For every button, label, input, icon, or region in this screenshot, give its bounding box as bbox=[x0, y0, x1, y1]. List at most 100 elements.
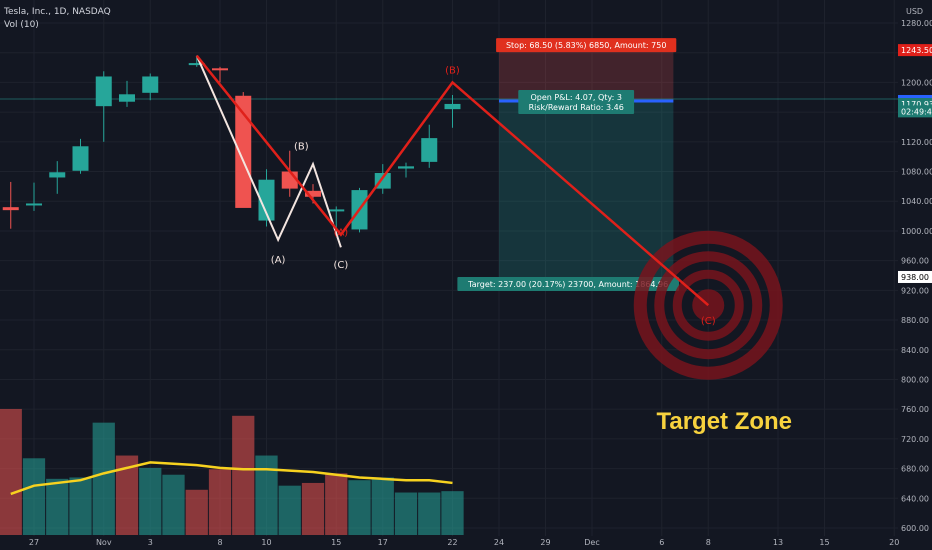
price-tick-label: 640.00 bbox=[901, 494, 929, 503]
candle-body[interactable] bbox=[328, 209, 345, 212]
target-label-text: Target: 237.00 (20.17%) 23700, Amount: 1… bbox=[467, 280, 668, 289]
candle-body[interactable] bbox=[72, 146, 89, 171]
white-wave-line[interactable] bbox=[195, 55, 342, 248]
volume-bars bbox=[0, 408, 464, 535]
price-label-text: 1243.50 bbox=[901, 46, 932, 55]
volume-bar bbox=[278, 485, 301, 535]
volume-ma bbox=[10, 461, 453, 496]
candle-body[interactable] bbox=[142, 76, 159, 93]
volume-bar bbox=[301, 482, 325, 535]
candle-body[interactable] bbox=[119, 94, 135, 102]
red-wave-line[interactable] bbox=[195, 54, 710, 307]
time-tick-label: 27 bbox=[29, 538, 39, 547]
target-ring bbox=[654, 251, 763, 360]
position-tool[interactable]: Stop: 68.50 (5.83%) 6850, Amount: 750 Ope… bbox=[0, 38, 898, 291]
volume-bar bbox=[348, 480, 371, 535]
candle-body[interactable] bbox=[258, 179, 275, 221]
time-tick-label: 13 bbox=[773, 538, 783, 547]
pnl-label-text: Risk/Reward Ratio: 3.46 bbox=[529, 103, 624, 112]
candle-body[interactable] bbox=[95, 76, 112, 107]
price-tick-label: 720.00 bbox=[901, 435, 929, 444]
volume-bar bbox=[441, 491, 464, 535]
target-zone-area bbox=[499, 100, 674, 277]
pnl-label-box[interactable] bbox=[518, 89, 635, 114]
price-label-text: 938.00 bbox=[901, 273, 929, 282]
candle-body[interactable] bbox=[444, 103, 461, 110]
pnl-label-text: Open P&L: 4.07, Qty: 3 bbox=[530, 93, 621, 102]
target-ring bbox=[633, 230, 783, 380]
target-ring bbox=[672, 269, 744, 341]
time-tick-label: Nov bbox=[96, 538, 112, 547]
volume-bar bbox=[69, 477, 92, 535]
time-tick-label: 17 bbox=[378, 538, 388, 547]
price-tick-label: 960.00 bbox=[901, 257, 929, 266]
time-tick-label: 3 bbox=[148, 538, 153, 547]
price-tick-label: 1280.00 bbox=[901, 19, 932, 28]
time-axis-bg bbox=[0, 536, 932, 550]
time-tick-label: 10 bbox=[261, 538, 271, 547]
candle-body[interactable] bbox=[49, 172, 66, 178]
price-axis-bg bbox=[898, 0, 932, 540]
candle-body[interactable] bbox=[421, 138, 438, 162]
elliott-waves[interactable]: (A) (B) (C) (B) (A) (C) bbox=[195, 54, 716, 327]
volume-bar bbox=[232, 415, 255, 535]
volume-bar bbox=[22, 458, 46, 535]
red-wave-label: (B) bbox=[445, 66, 460, 77]
red-wave-label: (A) bbox=[334, 227, 349, 238]
price-tick-label: 1120.00 bbox=[901, 138, 932, 147]
time-axis[interactable]: 27 Nov 3 8 10 15 17 22 24 29 Dec 6 8 13 15 20 bbox=[0, 536, 932, 550]
price-axis[interactable]: 1280.001240.001200.001160.001120.001080.… bbox=[898, 0, 932, 540]
time-tick-label: 8 bbox=[217, 538, 222, 547]
target-zone: Target Zone bbox=[633, 230, 792, 435]
candle-body[interactable] bbox=[212, 68, 228, 71]
price-tick-label: 840.00 bbox=[901, 346, 929, 355]
candle-body[interactable] bbox=[398, 166, 414, 169]
price-tick-label: 1000.00 bbox=[901, 227, 932, 236]
candle-body[interactable] bbox=[26, 203, 42, 206]
candle-body[interactable] bbox=[305, 190, 321, 197]
volume-bar bbox=[139, 467, 162, 535]
price-tick-label: 1040.00 bbox=[901, 197, 932, 206]
volume-bar bbox=[208, 469, 232, 535]
price-label-badge bbox=[898, 270, 932, 283]
time-tick-label: 22 bbox=[447, 538, 457, 547]
price-tick-label: 800.00 bbox=[901, 375, 929, 384]
currency-label: USD bbox=[906, 7, 923, 16]
time-tick-label: 24 bbox=[494, 538, 504, 547]
white-wave-label: (B) bbox=[294, 141, 309, 152]
candle-body[interactable] bbox=[2, 207, 19, 211]
red-wave-label: (C) bbox=[701, 316, 716, 327]
volume-ma-line bbox=[10, 461, 453, 496]
time-tick-label: 6 bbox=[659, 538, 664, 547]
volume-bar bbox=[394, 492, 418, 535]
target-zone-label: Target Zone bbox=[656, 408, 792, 435]
price-tick-label: 1200.00 bbox=[901, 78, 932, 87]
volume-bar bbox=[418, 492, 441, 535]
time-tick-label: 20 bbox=[889, 538, 899, 547]
price-label-badge bbox=[898, 105, 932, 118]
volume-bar bbox=[115, 455, 139, 535]
price-tick-label: 600.00 bbox=[901, 524, 929, 533]
white-wave-label: (C) bbox=[334, 260, 349, 271]
price-tick-label: 680.00 bbox=[901, 465, 929, 474]
time-tick-label: 15 bbox=[331, 538, 341, 547]
volume-bar bbox=[46, 478, 69, 535]
volume-bar bbox=[0, 408, 22, 535]
volume-label: Vol (10) bbox=[4, 20, 39, 30]
volume-bar bbox=[255, 455, 278, 535]
volume-bar bbox=[162, 474, 185, 535]
time-tick-label: Dec bbox=[584, 538, 599, 547]
stop-label-box[interactable] bbox=[496, 38, 677, 53]
candle-body[interactable] bbox=[235, 95, 252, 208]
candle-body[interactable] bbox=[188, 63, 205, 66]
volume-bar bbox=[92, 422, 115, 535]
stop-label-text: Stop: 68.50 (5.83%) 6850, Amount: 750 bbox=[506, 41, 666, 50]
price-tick-label: 880.00 bbox=[901, 316, 929, 325]
time-tick-label: 15 bbox=[819, 538, 829, 547]
target-label-box[interactable] bbox=[457, 276, 679, 291]
volume-bar bbox=[371, 477, 394, 535]
price-tick-label: 1080.00 bbox=[901, 168, 932, 177]
time-tick-label: 8 bbox=[706, 538, 711, 547]
